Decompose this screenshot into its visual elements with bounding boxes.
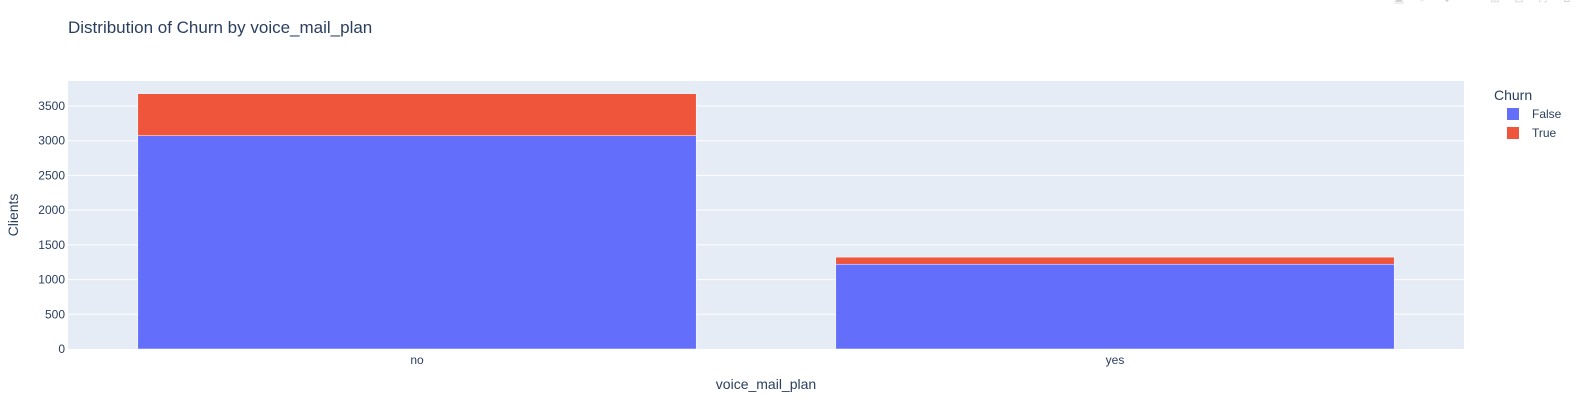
reset-icon[interactable]: ⌂ bbox=[1561, 0, 1573, 4]
x-tick-label: no bbox=[410, 353, 424, 367]
y-tick-label: 3000 bbox=[38, 134, 65, 148]
bar-no-false[interactable] bbox=[137, 135, 697, 350]
y-tick-label: 500 bbox=[45, 307, 65, 321]
camera-icon[interactable]: ▣ bbox=[1393, 0, 1405, 4]
legend-label-false[interactable]: False bbox=[1532, 107, 1562, 121]
bar-no-true[interactable] bbox=[137, 93, 697, 136]
modebar[interactable]: ▣ ⌕ ✥ ⋯ ⊞ ⊟ ⛶ ⌂ bbox=[1393, 0, 1573, 4]
legend-swatch-true[interactable] bbox=[1507, 127, 1519, 139]
y-tick-label: 1000 bbox=[38, 273, 65, 287]
legend-title: Churn bbox=[1494, 87, 1532, 103]
bars[interactable] bbox=[137, 93, 1395, 350]
x-axis-title: voice_mail_plan bbox=[716, 376, 816, 392]
lasso-icon[interactable]: ⋯ bbox=[1465, 0, 1477, 4]
y-tick-labels: 0 500 1000 1500 2000 2500 3000 3500 bbox=[38, 99, 65, 356]
y-tick-label: 1500 bbox=[38, 238, 65, 252]
y-tick-label: 3500 bbox=[38, 99, 65, 113]
legend-swatch-false[interactable] bbox=[1507, 108, 1519, 120]
pan-icon[interactable]: ✥ bbox=[1441, 0, 1453, 4]
zoom-icon[interactable]: ⌕ bbox=[1417, 0, 1429, 4]
bar-yes-true[interactable] bbox=[835, 256, 1395, 265]
bar-yes-false[interactable] bbox=[835, 263, 1395, 350]
x-tick-labels: no yes bbox=[410, 353, 1124, 367]
legend: Churn False True bbox=[1494, 87, 1562, 140]
legend-label-true[interactable]: True bbox=[1532, 126, 1557, 140]
y-tick-label: 0 bbox=[58, 342, 65, 356]
autoscale-icon[interactable]: ⛶ bbox=[1537, 0, 1549, 4]
zoom-in-icon[interactable]: ⊞ bbox=[1489, 0, 1501, 4]
chart-title: Distribution of Churn by voice_mail_plan bbox=[68, 18, 372, 37]
zoom-out-icon[interactable]: ⊟ bbox=[1513, 0, 1525, 4]
y-tick-label: 2500 bbox=[38, 168, 65, 182]
x-tick-label: yes bbox=[1106, 353, 1125, 367]
y-axis-title: Clients bbox=[5, 194, 21, 237]
y-tick-label: 2000 bbox=[38, 203, 65, 217]
